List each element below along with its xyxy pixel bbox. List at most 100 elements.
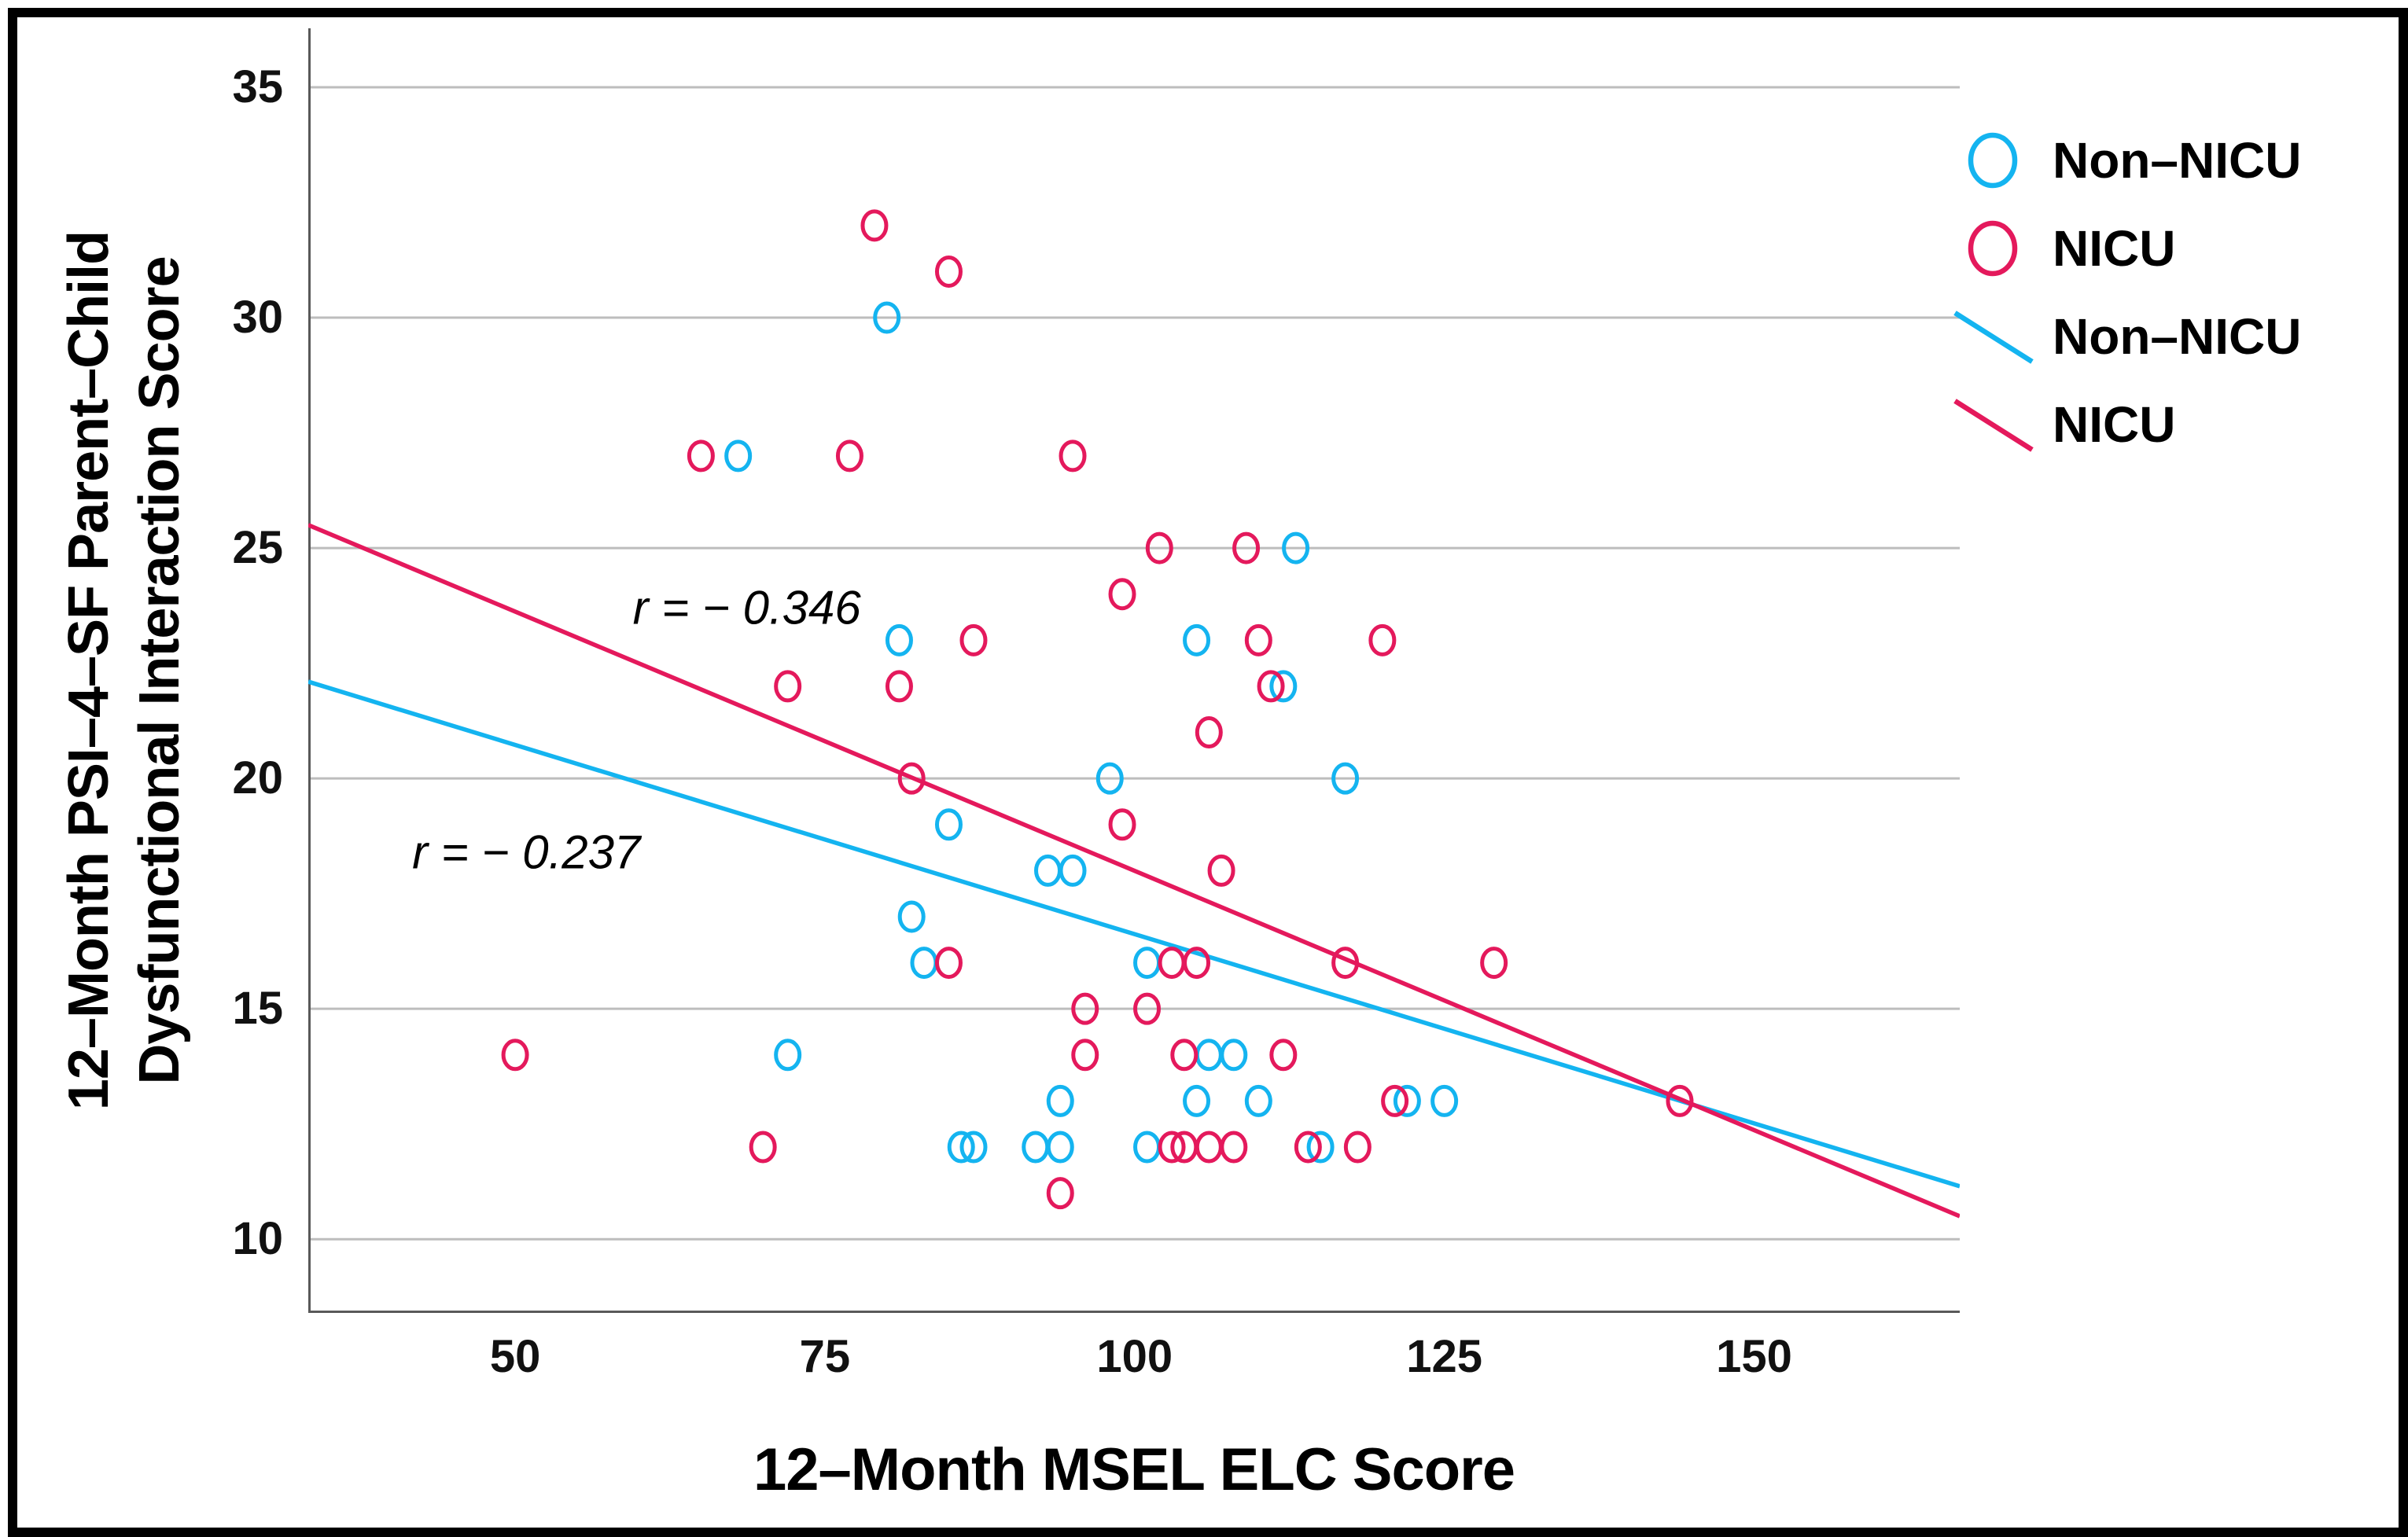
point-non-nicu [1183, 1084, 1211, 1117]
point-non-nicu [1269, 670, 1298, 703]
x-tick-label-100: 100 [1096, 1331, 1173, 1382]
legend-marker-shape [1953, 399, 2034, 452]
point-non-nicu [724, 439, 753, 472]
x-tick-label-125: 125 [1406, 1331, 1483, 1382]
point-non-nicu [1133, 947, 1162, 980]
point-nicu [885, 670, 913, 703]
trendline-nicu [308, 523, 1960, 1219]
y-axis-title-line1: 12–Month PSI–4–SF Parent–Child [57, 230, 120, 1111]
point-non-nicu [1183, 623, 1211, 656]
legend-marker-shape [1953, 311, 2034, 364]
point-nicu [1195, 1131, 1223, 1164]
point-nicu [1158, 1131, 1186, 1164]
point-nicu [1170, 1039, 1198, 1072]
legend-line-icon [1953, 399, 2034, 452]
legend-circle-icon [1968, 220, 2018, 277]
point-non-nicu [1430, 1084, 1459, 1117]
y-tick-label-35: 35 [232, 61, 283, 113]
point-non-nicu [1393, 1084, 1421, 1117]
point-non-nicu [1046, 1084, 1074, 1117]
point-non-nicu [1195, 1039, 1223, 1072]
point-non-nicu [959, 1131, 988, 1164]
point-nicu [1343, 1131, 1372, 1164]
y-tick-label-25: 25 [232, 522, 283, 574]
point-non-nicu [1244, 1084, 1272, 1117]
point-nicu [934, 255, 963, 288]
point-nicu [501, 1039, 529, 1072]
legend-entry-0: Non–NICU [1949, 118, 2301, 203]
point-nicu [934, 947, 963, 980]
legend-circle-icon [1968, 132, 2018, 189]
point-nicu [1071, 1039, 1099, 1072]
legend-marker-shape [1968, 132, 2018, 189]
point-nicu [1195, 716, 1223, 749]
point-nicu [749, 1131, 777, 1164]
legend-label: Non–NICU [2053, 308, 2302, 365]
point-non-nicu [873, 301, 901, 334]
point-non-nicu [1059, 854, 1087, 887]
legend-entry-3: NICU [1949, 382, 2301, 467]
point-nicu [774, 670, 802, 703]
point-nicu [1059, 439, 1087, 472]
legend: Non–NICU NICU Non–NICU NICU [1949, 118, 2301, 467]
point-nicu [1207, 854, 1235, 887]
point-nicu [1666, 1084, 1694, 1117]
point-non-nicu [1133, 1131, 1162, 1164]
point-nicu [1257, 670, 1285, 703]
point-nicu [1220, 1131, 1248, 1164]
point-nicu [1269, 1039, 1298, 1072]
y-tick-label-15: 15 [232, 983, 283, 1035]
point-non-nicu [1331, 762, 1360, 795]
point-nicu [1133, 992, 1162, 1025]
y-tick-label-30: 30 [232, 292, 283, 344]
figure-border [8, 8, 2408, 1537]
point-non-nicu [1282, 531, 1310, 564]
point-nicu [1294, 1131, 1322, 1164]
x-axis-title: 12–Month MSEL ELC Score [753, 1436, 1515, 1503]
legend-label: NICU [2053, 396, 2176, 453]
point-non-nicu [1095, 762, 1124, 795]
r-annotation-nicu: r = − 0.346 [632, 581, 861, 634]
point-nicu [1071, 992, 1099, 1025]
x-tick-label-150: 150 [1716, 1331, 1792, 1382]
point-non-nicu [910, 947, 938, 980]
legend-marker-shape [1968, 220, 2018, 277]
point-nicu [860, 209, 889, 242]
point-non-nicu [897, 900, 926, 933]
point-nicu [1183, 947, 1211, 980]
legend-entry-1: NICU [1949, 206, 2301, 291]
point-nicu [1480, 947, 1508, 980]
point-nicu [1158, 947, 1186, 980]
point-non-nicu [885, 623, 913, 656]
point-non-nicu [947, 1131, 975, 1164]
legend-label: Non–NICU [2053, 132, 2302, 189]
point-non-nicu [1046, 1131, 1074, 1164]
point-nicu [1108, 808, 1136, 841]
point-nicu [1108, 578, 1136, 611]
point-nicu [897, 762, 926, 795]
point-nicu [1368, 623, 1397, 656]
point-non-nicu [1220, 1039, 1248, 1072]
point-nicu [1331, 947, 1360, 980]
point-non-nicu [934, 808, 963, 841]
point-nicu [1244, 623, 1272, 656]
y-tick-label-20: 20 [232, 752, 283, 804]
legend-label: NICU [2053, 220, 2176, 277]
r-annotation-non-nicu: r = − 0.237 [412, 825, 641, 879]
point-nicu [1046, 1177, 1074, 1210]
point-non-nicu [1306, 1131, 1335, 1164]
x-tick-label-50: 50 [489, 1331, 541, 1382]
point-non-nicu [1034, 854, 1062, 887]
point-nicu [1381, 1084, 1409, 1117]
point-nicu [959, 623, 988, 656]
legend-line-icon [1953, 311, 2034, 364]
point-nicu [835, 439, 863, 472]
point-non-nicu [774, 1039, 802, 1072]
point-nicu [1145, 531, 1173, 564]
point-non-nicu [1022, 1131, 1050, 1164]
y-axis-title-line2: Dysfunctional Interaction Score [128, 256, 191, 1085]
y-axis-title: 12–Month PSI–4–SF Parent–Child Dysfuncti… [53, 231, 195, 1110]
y-tick-label-10: 10 [232, 1213, 283, 1265]
chart-canvas [308, 28, 1960, 1313]
